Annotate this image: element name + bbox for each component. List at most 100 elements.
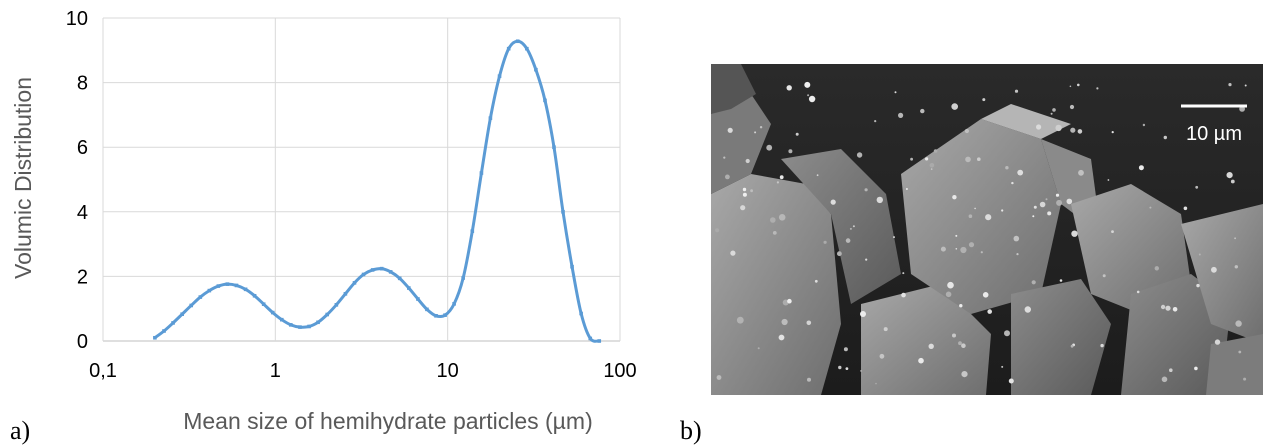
debris-particle bbox=[1077, 129, 1083, 134]
debris-particle bbox=[883, 327, 888, 332]
debris-particle bbox=[779, 175, 784, 180]
data-point bbox=[597, 339, 602, 343]
debris-particle bbox=[947, 281, 954, 289]
data-point bbox=[216, 284, 221, 288]
data-point bbox=[352, 281, 357, 285]
debris-particle bbox=[742, 192, 747, 197]
data-point bbox=[243, 287, 248, 292]
debris-particle bbox=[715, 228, 720, 233]
debris-particle bbox=[1198, 253, 1201, 256]
debris-particle bbox=[725, 174, 730, 180]
debris-particle bbox=[787, 298, 792, 304]
debris-particle bbox=[1013, 235, 1020, 242]
debris-particle bbox=[1238, 350, 1242, 354]
debris-particle bbox=[965, 156, 971, 163]
debris-particle bbox=[1183, 206, 1188, 211]
debris-particle bbox=[1055, 193, 1060, 197]
debris-particle bbox=[1036, 124, 1042, 130]
debris-particle bbox=[1194, 366, 1198, 371]
debris-particle bbox=[1016, 253, 1019, 256]
debris-particle bbox=[1160, 304, 1166, 310]
debris-particle bbox=[961, 343, 966, 349]
data-point bbox=[443, 313, 447, 317]
debris-particle bbox=[786, 85, 792, 91]
data-point bbox=[515, 39, 520, 44]
debris-particle bbox=[918, 357, 924, 364]
debris-particle bbox=[977, 157, 981, 161]
data-point bbox=[379, 266, 384, 271]
data-point bbox=[543, 98, 547, 103]
debris-particle bbox=[1052, 108, 1056, 112]
y-tick-label: 6 bbox=[77, 137, 88, 159]
debris-particle bbox=[964, 128, 969, 134]
chart-plot-area bbox=[153, 39, 602, 343]
debris-particle bbox=[795, 132, 799, 136]
debris-particle bbox=[1056, 199, 1063, 206]
data-point bbox=[579, 311, 583, 316]
data-point bbox=[198, 295, 203, 299]
debris-particle bbox=[1211, 266, 1217, 273]
chart-grid bbox=[102, 17, 621, 342]
debris-particle bbox=[955, 248, 958, 250]
x-tick-label: 0,1 bbox=[89, 360, 117, 382]
debris-particle bbox=[960, 246, 967, 254]
debris-particle bbox=[951, 103, 958, 110]
data-point bbox=[207, 288, 212, 293]
debris-particle bbox=[736, 316, 744, 324]
data-point bbox=[588, 336, 593, 341]
y-tick-label: 0 bbox=[77, 331, 88, 353]
debris-particle bbox=[1001, 365, 1004, 368]
data-point bbox=[298, 325, 302, 329]
debris-particle bbox=[754, 131, 757, 134]
debris-particle bbox=[1047, 211, 1052, 216]
debris-particle bbox=[952, 195, 957, 200]
data-point bbox=[561, 210, 565, 214]
scale-bar-label: 10 µm bbox=[1186, 123, 1242, 145]
data-point bbox=[180, 312, 184, 316]
data-point bbox=[506, 46, 511, 51]
data-point bbox=[479, 171, 484, 175]
debris-particle bbox=[1078, 169, 1084, 176]
data-point bbox=[171, 321, 175, 325]
debris-particle bbox=[952, 333, 956, 338]
panel-a-label: a) bbox=[10, 416, 31, 445]
debris-particle bbox=[845, 238, 851, 243]
debris-particle bbox=[968, 214, 973, 218]
debris-particle bbox=[1096, 87, 1099, 90]
y-tick-label: 2 bbox=[77, 266, 88, 288]
debris-particle bbox=[1008, 378, 1014, 384]
debris-particle bbox=[804, 81, 811, 88]
debris-particle bbox=[898, 112, 904, 118]
data-point bbox=[416, 297, 420, 301]
data-point bbox=[488, 116, 493, 120]
data-point bbox=[407, 286, 411, 290]
debris-particle bbox=[757, 347, 760, 350]
debris-particle bbox=[860, 370, 862, 372]
data-point bbox=[552, 145, 556, 149]
x-tick-label: 1 bbox=[270, 360, 281, 382]
debris-particle bbox=[876, 196, 883, 204]
debris-particle bbox=[1244, 84, 1247, 87]
debris-particle bbox=[843, 347, 848, 352]
debris-particle bbox=[982, 292, 989, 298]
debris-particle bbox=[1077, 83, 1080, 87]
debris-particle bbox=[845, 367, 849, 370]
debris-particle bbox=[806, 320, 812, 326]
debris-particle bbox=[838, 365, 842, 370]
debris-particle bbox=[980, 251, 983, 254]
debris-particle bbox=[875, 382, 877, 385]
sem-debris-particles bbox=[715, 81, 1247, 385]
debris-particle bbox=[1017, 169, 1024, 176]
debris-particle bbox=[1226, 172, 1233, 179]
debris-particle bbox=[781, 318, 788, 326]
debris-particle bbox=[788, 149, 793, 154]
debris-particle bbox=[985, 214, 992, 221]
debris-particle bbox=[902, 272, 905, 275]
debris-particle bbox=[961, 371, 968, 378]
debris-particle bbox=[1070, 344, 1074, 348]
debris-particle bbox=[742, 187, 747, 192]
debris-particle bbox=[945, 291, 952, 298]
debris-particle bbox=[1071, 230, 1078, 237]
debris-particle bbox=[772, 231, 777, 235]
debris-particle bbox=[925, 157, 929, 161]
